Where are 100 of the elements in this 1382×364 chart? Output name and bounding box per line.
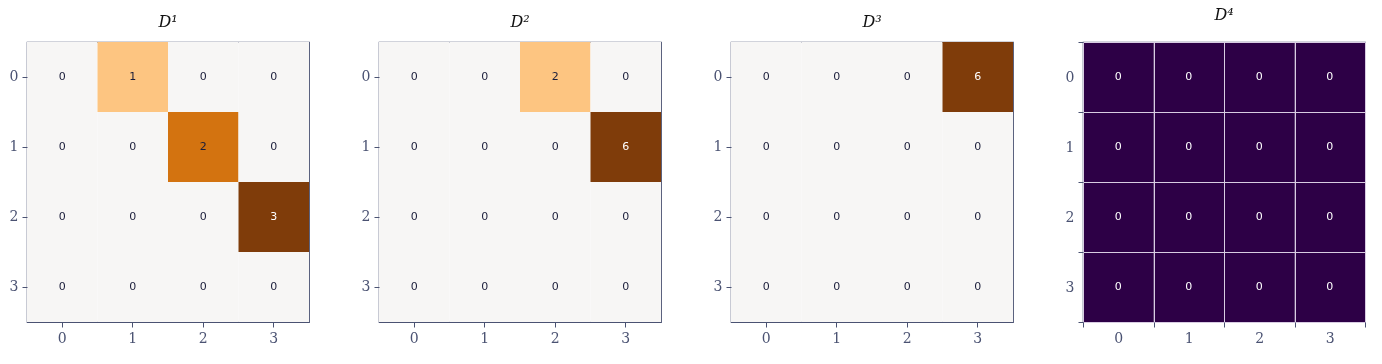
x-tick-label: 2	[550, 329, 560, 346]
data-label: 6	[622, 140, 630, 153]
data-label: 0	[833, 280, 841, 293]
data-label: 0	[1326, 210, 1334, 223]
data-label: 0	[481, 280, 489, 293]
chart-title: D¹	[157, 12, 178, 31]
data-label: 6	[974, 70, 982, 83]
data-label: 0	[551, 140, 559, 153]
chart-title: D³	[861, 12, 882, 31]
data-label: 0	[481, 140, 489, 153]
data-label: 0	[622, 210, 630, 223]
y-tick-label: 2	[713, 208, 723, 224]
y-tick-label: 2	[361, 208, 371, 224]
y-tick-label: 3	[713, 278, 723, 294]
data-label: 0	[1185, 210, 1193, 223]
data-label: 1	[129, 70, 137, 83]
chart-title: D²	[509, 12, 530, 31]
data-label: 0	[551, 280, 559, 293]
data-label: 0	[1114, 280, 1122, 293]
chart-title: D⁴	[1213, 5, 1234, 24]
data-label: 0	[1255, 280, 1263, 293]
x-tick-label: 1	[1184, 329, 1194, 346]
data-label: 0	[833, 210, 841, 223]
y-tick-label: 1	[361, 138, 371, 154]
data-label: 0	[1255, 140, 1263, 153]
data-label: 0	[1326, 70, 1334, 83]
data-label: 0	[1114, 70, 1122, 83]
data-label: 0	[1185, 280, 1193, 293]
data-label: 0	[129, 280, 137, 293]
data-label: 0	[1185, 140, 1193, 153]
y-tick-label: 3	[361, 278, 371, 294]
data-label: 2	[551, 70, 559, 83]
data-label: 0	[1114, 210, 1122, 223]
x-tick-label: 3	[269, 329, 279, 346]
data-label: 0	[129, 210, 137, 223]
data-label: 0	[270, 70, 278, 83]
data-label: 0	[199, 210, 207, 223]
y-tick-label: 2	[1065, 208, 1075, 225]
data-label: 0	[270, 280, 278, 293]
data-label: 0	[903, 280, 911, 293]
data-label: 0	[199, 280, 207, 293]
data-label: 0	[1326, 280, 1334, 293]
data-label: 0	[410, 70, 418, 83]
data-label: 0	[58, 210, 66, 223]
data-label: 0	[129, 140, 137, 153]
data-label: 3	[270, 210, 278, 223]
data-label: 0	[551, 210, 559, 223]
data-label: 0	[410, 210, 418, 223]
data-label: 2	[199, 140, 207, 153]
x-tick-label: 0	[761, 329, 771, 346]
y-tick-label: 3	[1065, 278, 1075, 295]
data-label: 0	[903, 210, 911, 223]
x-tick-label: 1	[128, 329, 138, 346]
data-label: 0	[199, 70, 207, 83]
data-label: 0	[58, 140, 66, 153]
data-label: 0	[622, 280, 630, 293]
data-label: 0	[974, 140, 982, 153]
data-label: 0	[833, 140, 841, 153]
y-tick-label: 0	[361, 68, 371, 84]
y-tick-label: 0	[713, 68, 723, 84]
data-label: 0	[1185, 70, 1193, 83]
x-tick-label: 1	[480, 329, 490, 346]
data-label: 0	[1114, 140, 1122, 153]
data-label: 0	[1326, 140, 1334, 153]
data-label: 0	[833, 70, 841, 83]
x-tick-label: 2	[1255, 329, 1265, 346]
x-tick-label: 0	[409, 329, 419, 346]
data-label: 0	[762, 140, 770, 153]
x-tick-label: 1	[832, 329, 842, 346]
data-label: 0	[481, 70, 489, 83]
data-label: 0	[974, 280, 982, 293]
data-label: 0	[622, 70, 630, 83]
x-tick-label: 3	[1325, 329, 1335, 346]
x-tick-label: 2	[902, 329, 912, 346]
data-label: 0	[270, 140, 278, 153]
y-tick-label: 1	[9, 138, 19, 154]
data-label: 0	[762, 70, 770, 83]
x-tick-label: 3	[621, 329, 631, 346]
data-label: 0	[974, 210, 982, 223]
y-tick-label: 1	[713, 138, 723, 154]
x-tick-label: 3	[973, 329, 983, 346]
x-tick-label: 0	[1114, 329, 1124, 346]
data-label: 0	[762, 280, 770, 293]
y-tick-label: 0	[1065, 68, 1075, 85]
data-label: 0	[58, 280, 66, 293]
data-label: 0	[410, 140, 418, 153]
x-tick-label: 2	[198, 329, 208, 346]
data-label: 0	[1255, 210, 1263, 223]
y-tick-label: 2	[9, 208, 19, 224]
data-label: 0	[762, 210, 770, 223]
y-tick-label: 1	[1065, 138, 1075, 155]
data-label: 0	[903, 70, 911, 83]
data-label: 0	[903, 140, 911, 153]
x-tick-label: 0	[57, 329, 67, 346]
data-label: 0	[58, 70, 66, 83]
y-tick-label: 0	[9, 68, 19, 84]
data-label: 0	[410, 280, 418, 293]
data-label: 0	[1255, 70, 1263, 83]
data-label: 0	[481, 210, 489, 223]
y-tick-label: 3	[9, 278, 19, 294]
